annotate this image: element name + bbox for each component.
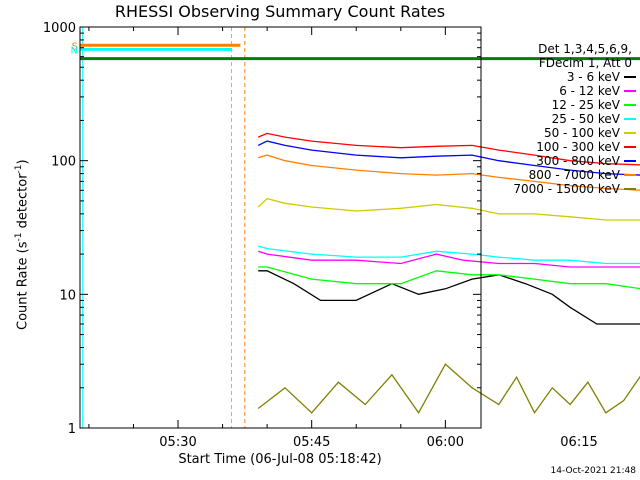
series-line-2 — [258, 266, 640, 290]
vertical-markers — [82, 27, 246, 428]
legend-swatch — [624, 118, 636, 120]
chart-title: RHESSI Observing Summary Count Rates — [114, 2, 446, 21]
series-line-8 — [257, 363, 640, 415]
legend: Det 1,3,4,5,6,9, FDecim 1, Att 0 3 - 6 k… — [486, 42, 636, 196]
legend-entry-label: 7000 - 15000 keV — [513, 182, 620, 196]
y-tick-label-3: 1000 — [43, 21, 76, 36]
y-tick-label-0: 1 — [68, 422, 76, 437]
legend-entry: 100 - 300 keV — [486, 140, 636, 154]
legend-entry-label: 800 - 7000 keV — [528, 168, 620, 182]
legend-entry: 50 - 100 keV — [486, 126, 636, 140]
legend-entry-label: 300 - 800 keV — [536, 154, 620, 168]
legend-entry: 300 - 800 keV — [486, 154, 636, 168]
legend-entry: 3 - 6 keV — [486, 70, 636, 84]
legend-entry: 6 - 12 keV — [486, 84, 636, 98]
legend-entry-label: 25 - 50 keV — [551, 112, 620, 126]
flag-label-1: N — [71, 45, 78, 56]
legend-swatch — [624, 188, 636, 190]
series-line-7 — [258, 154, 640, 191]
legend-swatch — [624, 160, 636, 162]
series-line-6 — [257, 140, 640, 176]
legend-entry-label: 3 - 6 keV — [566, 70, 620, 84]
legend-swatch — [624, 146, 636, 148]
legend-entry: 7000 - 15000 keV — [486, 182, 636, 196]
legend-swatch — [624, 132, 636, 134]
legend-entry-label: 100 - 300 keV — [536, 140, 620, 154]
flag-bars: SNRD4RD0 — [71, 41, 640, 61]
series-line-4 — [257, 197, 640, 221]
x-tick-label-2: 06:00 — [427, 435, 464, 450]
y-ticks: 1 10 100 1000 — [43, 21, 481, 437]
legend-swatch — [624, 76, 636, 78]
series-lines — [257, 132, 640, 415]
legend-entry-label: 12 - 25 keV — [551, 98, 620, 112]
legend-swatch — [624, 174, 636, 176]
legend-swatch — [624, 104, 636, 106]
x-axis-label: Start Time (06-Jul-08 05:18:42) — [178, 452, 382, 467]
legend-entry: 12 - 25 keV — [486, 98, 636, 112]
legend-header-2: FDecim 1, Att 0 — [538, 56, 632, 70]
series-line-5 — [257, 132, 640, 166]
timestamp: 14-Oct-2021 21:48 — [550, 466, 636, 476]
series-line-3 — [258, 245, 640, 265]
x-tick-label-3: 06:15 — [560, 435, 597, 450]
flag-label-0: S — [72, 41, 78, 52]
legend-entry: 25 - 50 keV — [486, 112, 636, 126]
legend-swatch — [624, 90, 636, 92]
legend-entry: 800 - 7000 keV — [486, 168, 636, 182]
x-tick-label-0: 05:30 — [159, 435, 196, 450]
legend-entry-label: 6 - 12 keV — [559, 84, 620, 98]
legend-header-1: Det 1,3,4,5,6,9, — [538, 42, 632, 56]
series-line-1 — [258, 250, 640, 268]
plot-frame — [79, 26, 482, 429]
y-tick-label-2: 100 — [51, 155, 76, 170]
x-tick-label-1: 05:45 — [293, 435, 330, 450]
series-line-0 — [258, 270, 640, 325]
legend-entry-label: 50 - 100 keV — [543, 126, 620, 140]
y-tick-label-1: 10 — [59, 288, 76, 303]
